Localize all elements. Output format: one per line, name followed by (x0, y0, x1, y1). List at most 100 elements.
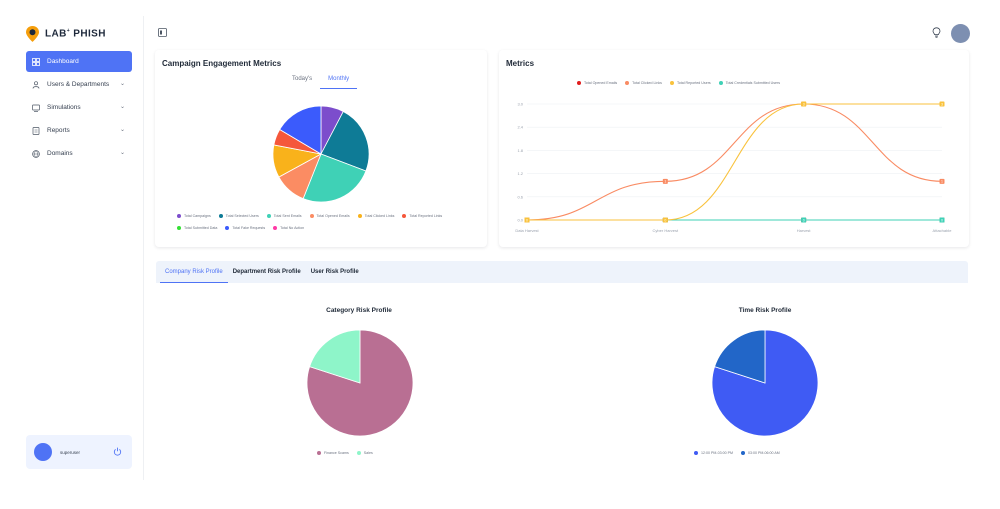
tab-user-risk[interactable]: User Risk Profile (310, 269, 359, 275)
legend-label: Total Selected Users (225, 214, 259, 218)
data-label: 0 (941, 218, 943, 222)
lightbulb-icon[interactable] (932, 27, 941, 38)
sidebar-divider (143, 16, 144, 480)
legend-dot (669, 81, 674, 85)
legend-item[interactable]: Total Selected Users (218, 214, 259, 218)
brand-logo[interactable]: LAB+ PHISH (26, 26, 106, 42)
legend-item[interactable]: Total No Action (273, 226, 304, 230)
legend-item[interactable]: 12:00 PM-03:00 PM (694, 451, 733, 455)
legend-item[interactable]: Total Campaigns (177, 214, 211, 218)
sidebar: LAB+ PHISH Dashboard Users & Departments… (16, 18, 140, 480)
data-point[interactable] (662, 178, 668, 184)
legend-label: Total Opened Emails (584, 81, 618, 85)
sidebar-toggle-icon[interactable] (158, 28, 167, 37)
engagement-pie-slice[interactable] (320, 110, 370, 172)
engagement-tabs: Today's Monthly (284, 72, 358, 89)
legend-dot (177, 214, 181, 218)
category-risk-title: Category Risk Profile (326, 307, 392, 314)
engagement-legend: Total Campaigns Total Selected Users Total… (177, 214, 477, 238)
data-point[interactable] (801, 217, 807, 223)
risk-profile-panel: Category Risk Profile Time Risk Profile … (156, 283, 968, 478)
legend-dot (625, 81, 630, 85)
series-line (526, 103, 943, 221)
tab-company-risk[interactable]: Company Risk Profile (160, 261, 228, 283)
header-avatar[interactable] (951, 24, 970, 43)
sidebar-item-users[interactable]: Users & Departments ⌄ (26, 74, 132, 95)
sidebar-nav: Dashboard Users & Departments ⌄ Simulati… (26, 51, 132, 166)
tab-todays[interactable]: Today's (292, 76, 313, 82)
legend-label: Sales (363, 451, 373, 455)
legend-dot (357, 214, 362, 218)
legend-item[interactable]: Total Reported Users (669, 81, 711, 85)
data-point[interactable] (524, 217, 530, 223)
data-label: 0 (526, 218, 528, 222)
sidebar-item-label: Simulations (47, 104, 81, 111)
sidebar-item-reports[interactable]: Reports ⌄ (26, 120, 132, 141)
avatar[interactable] (34, 443, 52, 461)
data-point[interactable] (939, 101, 945, 107)
users-icon (32, 80, 40, 89)
power-icon[interactable] (113, 447, 122, 456)
sidebar-item-domains[interactable]: Domains ⌄ (26, 143, 132, 164)
legend-dot (225, 226, 230, 230)
legend-label: Total Clicked Links (632, 81, 662, 85)
sidebar-item-label: Dashboard (47, 58, 79, 65)
time-pie-slice[interactable] (714, 329, 766, 384)
legend-item[interactable]: Total Sent Emails (266, 214, 302, 218)
engagement-pie-slice[interactable] (302, 153, 367, 203)
risk-profile-tabs: Company Risk Profile Department Risk Pro… (156, 261, 968, 283)
y-tick-label: 1.8 (517, 148, 523, 153)
legend-item[interactable]: Total Submitted Data (177, 226, 217, 230)
legend-item[interactable]: Total Credentials Submitted Users (718, 81, 781, 85)
legend-label: Total Clicked Links (364, 214, 395, 218)
legend-item[interactable]: Total Clicked Links (357, 214, 395, 218)
legend-item[interactable]: Sales (356, 451, 373, 455)
data-point[interactable] (662, 217, 668, 223)
legend-label: Finance Scams (324, 451, 349, 455)
logo-pin-icon (26, 26, 39, 42)
y-tick-label: 1.2 (517, 171, 523, 176)
sidebar-item-label: Reports (47, 127, 70, 134)
time-risk-title: Time Risk Profile (738, 307, 792, 314)
data-label: 0 (803, 218, 805, 222)
legend-item[interactable]: Total Opened Emails (577, 81, 617, 85)
sidebar-item-label: Domains (47, 150, 73, 157)
legend-item[interactable]: Total Fake Requests (225, 226, 265, 230)
time-legend: 12:00 PM-03:00 PM 03:00 PM-06:00 AM (694, 451, 788, 463)
sidebar-item-simulations[interactable]: Simulations ⌄ (26, 97, 132, 118)
data-label: 1 (664, 180, 666, 184)
data-point[interactable] (939, 178, 945, 184)
series-line (527, 103, 942, 221)
data-point[interactable] (801, 101, 807, 107)
sidebar-item-dashboard[interactable]: Dashboard (26, 51, 132, 72)
legend-label: Total Credentials Submitted Users (725, 81, 781, 85)
time-pie-chart (711, 329, 819, 437)
legend-dot (317, 451, 321, 455)
metrics-legend: Total Opened Emails Total Clicked Links To… (577, 81, 957, 93)
data-label: 3 (803, 102, 805, 106)
legend-label: 12:00 PM-03:00 PM (701, 451, 733, 455)
legend-item[interactable]: Finance Scams (317, 451, 349, 455)
tab-department-risk[interactable]: Department Risk Profile (232, 269, 301, 275)
metrics-card: Metrics Total Opened Emails Total Clicked… (499, 50, 969, 247)
user-profile-card[interactable]: superuser (26, 435, 132, 469)
legend-item[interactable]: Total Opened Emails (309, 214, 350, 218)
x-tick-label: Data Harvest (515, 228, 539, 233)
legend-label: Total Submitted Data (184, 226, 218, 230)
legend-dot (218, 214, 223, 218)
legend-item[interactable]: Total Clicked Links (625, 81, 662, 85)
category-pie-slice[interactable] (309, 329, 361, 384)
legend-label: Total Reported Links (409, 214, 443, 218)
y-tick-label: 3.0 (517, 102, 523, 107)
legend-item[interactable]: Total Reported Links (402, 214, 442, 218)
metrics-title: Metrics (506, 59, 535, 68)
legend-dot (177, 226, 181, 230)
engagement-pie-slice[interactable] (279, 105, 322, 155)
chevron-down-icon: ⌄ (119, 104, 125, 110)
data-point[interactable] (939, 217, 945, 223)
legend-item[interactable]: 03:00 PM-06:00 AM (740, 451, 780, 455)
tab-monthly[interactable]: Monthly (320, 72, 358, 89)
report-icon (32, 126, 40, 135)
engagement-pie-chart (272, 105, 370, 203)
x-tick-label: Attachable (933, 228, 953, 233)
